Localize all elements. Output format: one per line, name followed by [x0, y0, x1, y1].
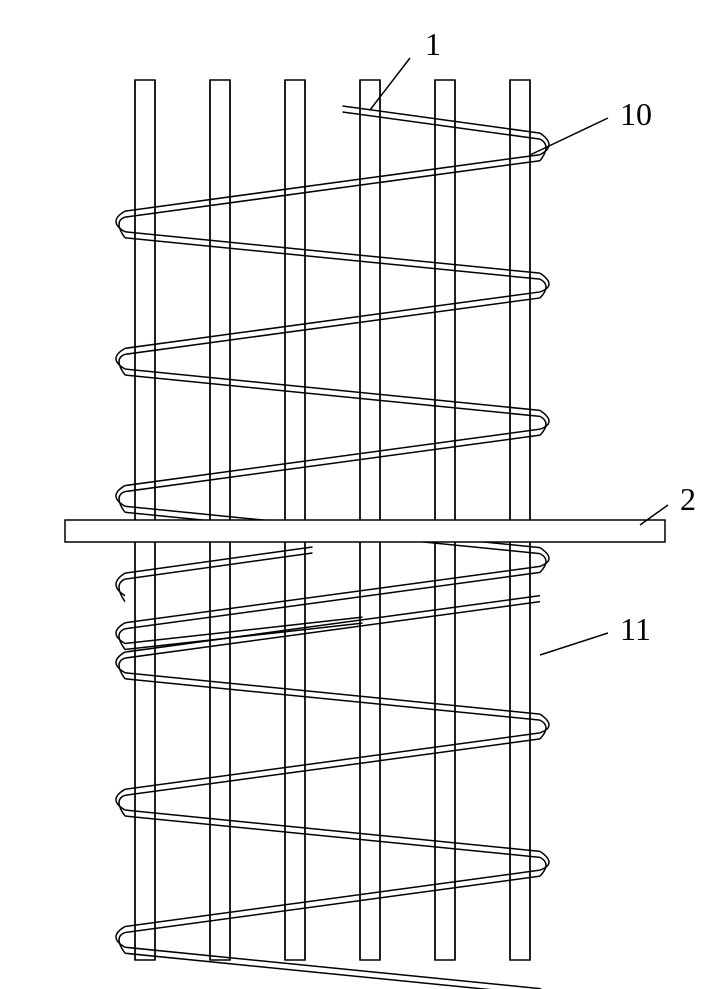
spiral-front-edge [125, 739, 540, 795]
spiral-front-edge [125, 602, 540, 658]
spiral-front-edge [125, 566, 540, 622]
cross-plate [65, 520, 665, 542]
spiral-front-edge [125, 876, 540, 932]
spiral-front-edge [125, 733, 540, 789]
spiral-front-edge [125, 429, 540, 485]
leader-line [530, 118, 608, 155]
callout-label-10: 10 [620, 96, 652, 132]
leader-line [540, 633, 608, 655]
callout-label-1: 1 [425, 26, 441, 62]
spiral-front-edge [125, 161, 540, 217]
callout-label-2: 2 [680, 481, 696, 517]
spiral-front-edge [125, 292, 540, 348]
spiral-top [116, 106, 549, 650]
spiral-bottom [116, 544, 549, 989]
spiral-front-edge [125, 298, 540, 354]
callout-label-11: 11 [620, 611, 651, 647]
spiral-front-edge [125, 435, 540, 491]
spiral-front-edge [125, 870, 540, 926]
spiral-front-edge [125, 155, 540, 211]
spiral-front-edge [125, 596, 540, 652]
labels: 1 10 2 11 [370, 26, 696, 655]
